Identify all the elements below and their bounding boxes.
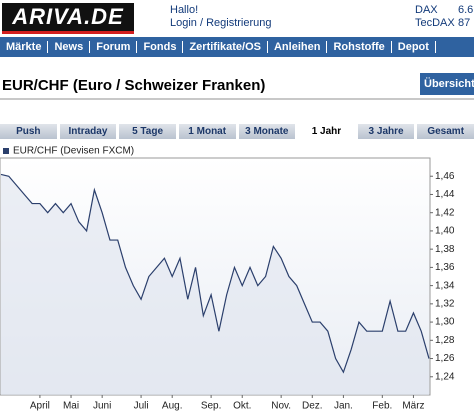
chart: EUR/CHF (Devisen FXCM) 1,24 1,26 1,28 1,30 1…	[0, 146, 455, 412]
index-value: 6.6	[458, 4, 474, 16]
y-tick-label: 1,42	[435, 207, 455, 218]
x-tick-label: Okt.	[233, 401, 251, 412]
overview-button[interactable]: Übersicht	[420, 73, 474, 95]
nav-item[interactable]: Zertifikate/OS	[183, 41, 268, 53]
x-tick-label: Sep.	[201, 401, 222, 412]
divider	[0, 98, 474, 100]
range-tab[interactable]: 5 Tage	[119, 124, 176, 139]
x-tick-label: Mai	[63, 401, 79, 412]
x-tick-label: Aug.	[162, 401, 183, 412]
nav-item[interactable]: Fonds	[137, 41, 184, 53]
x-tick-label: Dez.	[302, 401, 323, 412]
nav-bar: Märkte News Forum Fonds Zertifikate/OS Anleih…	[0, 37, 474, 57]
x-tick-label: Juni	[93, 401, 111, 412]
legend-swatch	[3, 148, 9, 154]
x-tick-label: April	[30, 401, 50, 412]
series-area	[1, 174, 429, 395]
y-tick-label: 1,32	[435, 298, 455, 309]
index-value: 87	[458, 17, 471, 29]
greeting: Hallo!	[170, 4, 199, 16]
y-tick-label: 1,44	[435, 189, 455, 200]
legend-label: EUR/CHF (Devisen FXCM)	[13, 146, 134, 157]
nav-item[interactable]: Anleihen	[268, 41, 328, 53]
index-name: TecDAX	[415, 17, 455, 29]
y-tick-label: 1,30	[435, 317, 455, 328]
range-tabs: Push Intraday 5 Tage 1 Monat 3 Monate 1 Jahr 3…	[0, 124, 474, 139]
logo[interactable]: ARIVA.DE	[2, 3, 134, 34]
y-tick-label: 1,46	[435, 171, 455, 182]
range-tab[interactable]: Gesamt	[417, 124, 474, 139]
range-tab[interactable]: 3 Monate	[238, 124, 296, 139]
range-tab[interactable]: 1 Monat	[178, 124, 236, 139]
y-tick-label: 1,26	[435, 353, 455, 364]
range-tab[interactable]: 3 Jahre	[357, 124, 415, 139]
x-tick-label: Feb.	[372, 401, 392, 412]
nav-item[interactable]: Depot	[392, 41, 436, 53]
y-tick-label: 1,40	[435, 226, 455, 237]
y-tick-label: 1,38	[435, 244, 455, 255]
y-tick-label: 1,24	[435, 371, 455, 382]
nav-item[interactable]: Rohstoffe	[327, 41, 392, 53]
nav-item[interactable]: Märkte	[0, 41, 49, 53]
x-tick-label: Juli	[134, 401, 149, 412]
x-tick-label: März	[402, 401, 424, 412]
y-tick-label: 1,36	[435, 262, 455, 273]
x-tick-label: Nov.	[271, 401, 291, 412]
series-line	[0, 173, 430, 374]
page-title: EUR/CHF (Euro / Schweizer Franken)	[2, 77, 266, 94]
y-tick-label: 1,34	[435, 280, 455, 291]
y-tick-label: 1,28	[435, 335, 455, 346]
login-link[interactable]: Login / Registrierung	[170, 17, 272, 29]
nav-item[interactable]: Forum	[90, 41, 138, 53]
range-tab[interactable]: 1 Jahr	[298, 124, 355, 139]
range-tab[interactable]: Push	[0, 124, 57, 139]
nav-item[interactable]: News	[48, 41, 91, 53]
index-name: DAX	[415, 4, 438, 16]
range-tab[interactable]: Intraday	[59, 124, 117, 139]
x-tick-label: Jan.	[334, 401, 353, 412]
